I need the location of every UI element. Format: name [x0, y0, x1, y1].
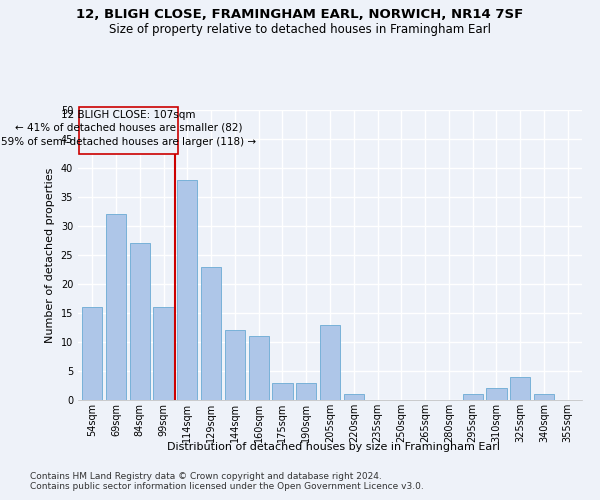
Bar [510, 377, 530, 400]
Bar [225, 330, 245, 400]
Bar [487, 388, 506, 400]
Y-axis label: Number of detached properties: Number of detached properties [45, 168, 55, 342]
Text: 12 BLIGH CLOSE: 107sqm: 12 BLIGH CLOSE: 107sqm [61, 110, 196, 120]
Text: Contains public sector information licensed under the Open Government Licence v3: Contains public sector information licen… [30, 482, 424, 491]
Bar [344, 394, 364, 400]
Bar [106, 214, 126, 400]
Text: Contains HM Land Registry data © Crown copyright and database right 2024.: Contains HM Land Registry data © Crown c… [30, 472, 382, 481]
Text: Size of property relative to detached houses in Framingham Earl: Size of property relative to detached ho… [109, 22, 491, 36]
Bar [130, 244, 150, 400]
Bar [272, 382, 293, 400]
Text: 59% of semi-detached houses are larger (118) →: 59% of semi-detached houses are larger (… [1, 137, 256, 147]
Bar [463, 394, 483, 400]
Bar [296, 382, 316, 400]
Bar [201, 266, 221, 400]
Bar [79, 107, 178, 154]
Text: ← 41% of detached houses are smaller (82): ← 41% of detached houses are smaller (82… [15, 122, 242, 132]
Bar [248, 336, 269, 400]
Bar [82, 307, 103, 400]
Bar [534, 394, 554, 400]
Bar [154, 307, 173, 400]
Bar [177, 180, 197, 400]
Text: Distribution of detached houses by size in Framingham Earl: Distribution of detached houses by size … [167, 442, 500, 452]
Text: 12, BLIGH CLOSE, FRAMINGHAM EARL, NORWICH, NR14 7SF: 12, BLIGH CLOSE, FRAMINGHAM EARL, NORWIC… [76, 8, 524, 20]
Bar [320, 324, 340, 400]
